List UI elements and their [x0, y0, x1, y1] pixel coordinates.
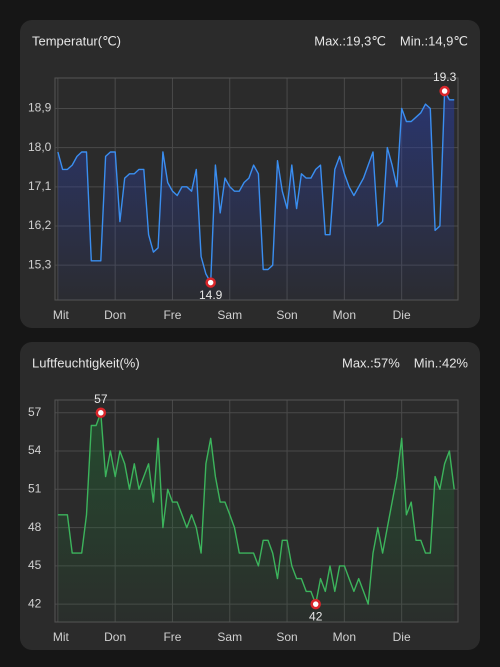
area-fill	[57, 412, 455, 622]
extreme-marker	[310, 598, 321, 610]
x-tick-label: Son	[276, 308, 297, 322]
y-tick-label: 48	[28, 520, 42, 534]
x-tick-label: Fre	[163, 630, 181, 644]
x-tick-label: Mit	[53, 630, 70, 644]
min-label: Min.:14,9℃	[400, 33, 468, 48]
extreme-label: 14.9	[199, 288, 223, 302]
x-tick-label: Son	[276, 630, 297, 644]
data-line	[57, 412, 455, 605]
y-tick-label: 45	[28, 558, 42, 572]
y-tick-label: 42	[28, 596, 42, 610]
x-tick-label: Mit	[53, 308, 70, 322]
y-tick-label: 16,2	[28, 218, 52, 232]
y-tick-label: 17,1	[28, 179, 52, 193]
extreme-marker	[439, 85, 450, 97]
extreme-label: 57	[94, 392, 108, 406]
max-label: Max.:57%	[342, 355, 400, 370]
min-label: Min.:42%	[414, 355, 469, 370]
y-tick-label: 57	[28, 405, 42, 419]
y-tick-label: 18,0	[28, 140, 52, 154]
x-tick-label: Mon	[333, 630, 356, 644]
data-line	[57, 90, 455, 284]
y-tick-label: 54	[28, 443, 42, 457]
max-label: Max.:19,3℃	[314, 33, 386, 48]
extreme-marker	[205, 277, 216, 288]
x-tick-label: Don	[104, 308, 126, 322]
y-tick-label: 18,9	[28, 101, 52, 115]
x-tick-label: Die	[393, 308, 411, 322]
chart-title: Temperatur(℃)	[32, 33, 121, 48]
x-tick-label: Mon	[333, 308, 356, 322]
extreme-marker	[95, 407, 107, 419]
chart-title: Luftfeuchtigkeit(%)	[32, 355, 140, 370]
extreme-label: 19.3	[433, 70, 457, 84]
x-tick-label: Don	[104, 630, 126, 644]
y-tick-label: 15,3	[28, 257, 52, 271]
y-tick-label: 51	[28, 481, 42, 495]
x-tick-label: Sam	[217, 630, 242, 644]
x-tick-label: Fre	[163, 308, 181, 322]
extreme-label: 42	[309, 609, 323, 623]
x-tick-label: Die	[393, 630, 411, 644]
area-fill	[57, 91, 455, 300]
x-tick-label: Sam	[217, 308, 242, 322]
